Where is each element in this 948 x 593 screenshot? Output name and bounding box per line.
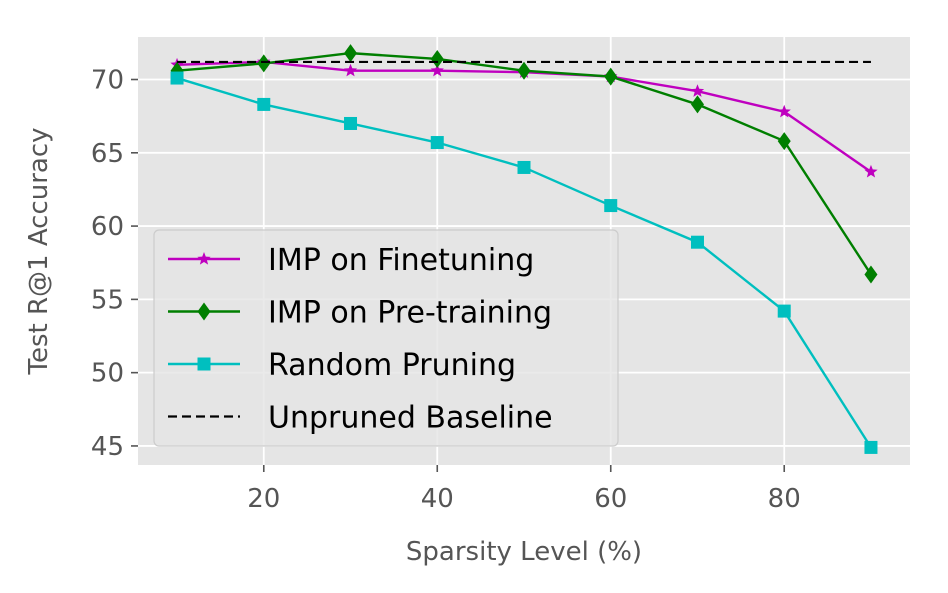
data-point — [777, 104, 791, 118]
data-point — [430, 136, 444, 150]
x-tick-label: 20 — [247, 484, 280, 514]
legend-item-random-pruning: Random Pruning — [168, 348, 516, 383]
legend-marker — [197, 252, 211, 265]
legend-item-unpruned-baseline: Unpruned Baseline — [168, 401, 553, 436]
legend-label: Unpruned Baseline — [268, 401, 553, 436]
legend-box — [153, 229, 619, 447]
series-layer — [170, 44, 878, 454]
series-random-pruning — [170, 71, 878, 454]
data-point — [170, 71, 184, 85]
y-tick-label: 65 — [91, 139, 124, 169]
data-point — [864, 265, 878, 284]
data-point — [604, 199, 618, 213]
data-point — [777, 132, 791, 151]
legend-item-imp-on-finetuning: IMP on Finetuning — [168, 243, 534, 278]
y-tick-label: 45 — [91, 432, 124, 462]
data-point — [864, 440, 878, 454]
data-point — [690, 235, 704, 249]
data-point — [257, 54, 271, 73]
y-tick-label: 60 — [91, 212, 124, 242]
legend-item-imp-on-pre-training: IMP on Pre-training — [168, 296, 552, 331]
y-tick-label: 55 — [91, 285, 124, 315]
legend-label: IMP on Pre-training — [268, 296, 552, 331]
data-point — [430, 63, 444, 77]
x-tick-label: 60 — [594, 484, 627, 514]
legend-label: Random Pruning — [268, 348, 516, 383]
y-tick-label: 70 — [91, 66, 124, 96]
legend-label: IMP on Finetuning — [268, 243, 534, 278]
legend-marker — [197, 357, 211, 371]
data-point — [864, 164, 878, 178]
x-tick-label: 80 — [768, 484, 801, 514]
data-point — [604, 67, 618, 86]
data-point — [344, 116, 358, 130]
y-tick-label: 50 — [91, 359, 124, 389]
data-point — [517, 160, 531, 174]
data-point — [344, 44, 358, 63]
data-point — [343, 63, 358, 77]
data-point — [257, 97, 271, 111]
data-point — [430, 49, 444, 68]
data-point — [690, 95, 704, 114]
data-point — [690, 84, 705, 97]
x-axis-label: Sparsity Level (%) — [406, 537, 642, 567]
legend: IMP on Finetuning IMP on Pre-training Rand… — [153, 229, 619, 447]
x-axis-ticks: 20 40 60 80 — [247, 465, 801, 514]
series-imp-on-pre-training — [170, 44, 878, 284]
y-axis-ticks: 45 50 55 60 65 70 — [91, 66, 138, 462]
data-point — [517, 61, 531, 80]
legend-marker — [197, 302, 211, 321]
y-axis-label: Test R@1 Accuracy — [24, 127, 54, 375]
x-tick-label: 40 — [421, 484, 454, 514]
data-point — [777, 304, 791, 318]
